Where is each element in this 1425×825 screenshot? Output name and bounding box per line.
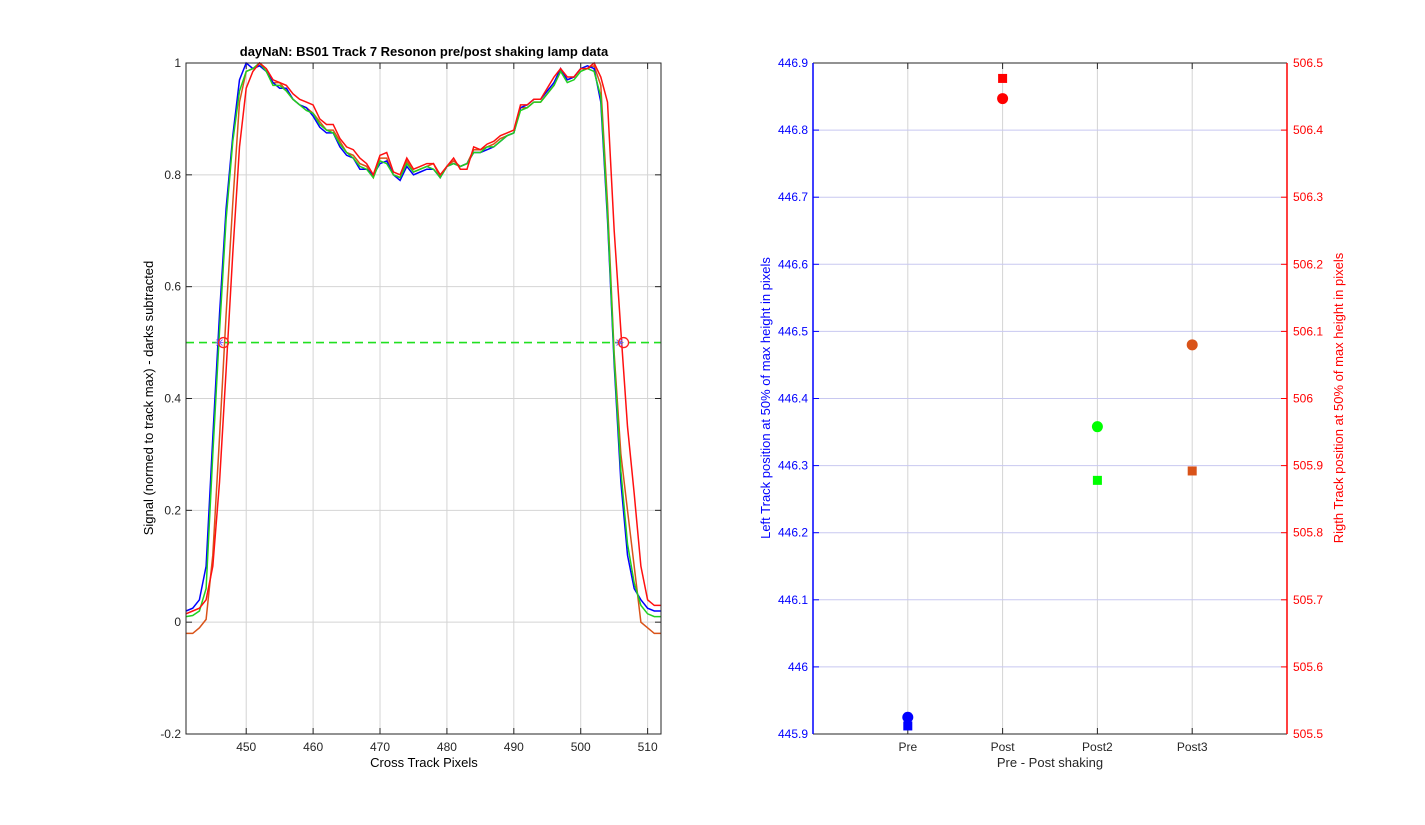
right-point-post2 <box>1092 475 1102 485</box>
points-group <box>902 73 1198 731</box>
x-tick-label: 500 <box>571 740 591 754</box>
tick-labels: Pre Post Post2 Post3 445.9 446 446.1 446.2 446.3… <box>778 56 1323 754</box>
left-y-tick-label: 446.4 <box>778 392 808 406</box>
right-y-tick-label: 506.2 <box>1293 257 1323 271</box>
x-axis-label: Cross Track Pixels <box>370 755 478 770</box>
x-axis-label: Pre - Post shaking <box>997 755 1103 770</box>
right-y-tick-label: 506.3 <box>1293 190 1323 204</box>
chart-title: dayNaN: BS01 Track 7 Resonon pre/post sh… <box>240 44 609 59</box>
left-y-tick-label: 446.9 <box>778 56 808 70</box>
x-tick-label: 470 <box>370 740 390 754</box>
left-y-tick-label: 446.1 <box>778 593 808 607</box>
right-y-tick-label: 505.8 <box>1293 526 1323 540</box>
x-tick-label: Post2 <box>1082 740 1113 754</box>
series-line-3 <box>185 61 661 615</box>
right-y-tick-label: 505.9 <box>1293 459 1323 473</box>
star-stroke <box>616 339 623 346</box>
series-group <box>185 61 661 635</box>
line-chart-panel: 450 460 470 480 490 500 510-0.200.20.40.60.81 … <box>141 44 662 770</box>
x-tick-label: Post3 <box>1177 740 1208 754</box>
right-y-tick-label: 505.6 <box>1293 660 1323 674</box>
y-tick-label: 0.4 <box>164 392 181 406</box>
left-y-tick-label: 446.6 <box>778 257 808 271</box>
x-tick-label: 480 <box>437 740 457 754</box>
plot-frame <box>185 62 662 735</box>
right-y-tick-label: 506.4 <box>1293 123 1323 137</box>
left-point-pre <box>902 711 914 723</box>
y-tick-label: 0.8 <box>164 168 181 182</box>
y-tick-label: -0.2 <box>160 727 181 741</box>
tick-labels: 450 460 470 480 490 500 510 -0.2 0 0.2 0.4 0.6 0.8 1 <box>160 56 658 754</box>
y-tick-label: 1 <box>174 56 181 70</box>
right-point-post <box>998 73 1008 83</box>
y-tick-label: 0.6 <box>164 280 181 294</box>
right-y-tick-label: 505.7 <box>1293 593 1323 607</box>
left-y-tick-label: 446.2 <box>778 526 808 540</box>
left-y-tick-label: 446.8 <box>778 123 808 137</box>
left-y-tick-label: 446.3 <box>778 459 808 473</box>
x-tick-label: 460 <box>303 740 323 754</box>
left-y-tick-label: 445.9 <box>778 727 808 741</box>
left-point-post <box>997 93 1009 105</box>
right-y-axis-label: Rigth Track position at 50% of max heigh… <box>1331 252 1346 543</box>
right-y-tick-label: 506 <box>1293 392 1313 406</box>
y-tick-label: 0 <box>174 615 181 629</box>
x-tick-label: Post <box>991 740 1016 754</box>
x-tick-label: 490 <box>504 740 524 754</box>
right-point-pre <box>903 721 913 731</box>
right-y-tick-label: 505.5 <box>1293 727 1323 741</box>
star-stroke <box>216 339 223 346</box>
crossing-marker-circle <box>217 336 230 349</box>
scatter-chart-panel: Pre Post Post2 Post3 445.9 446 446.1 446.2 446.3… <box>758 56 1346 770</box>
x-tick-label: 510 <box>638 740 658 754</box>
right-y-tick-label: 506.5 <box>1293 56 1323 70</box>
x-tick-label: 450 <box>236 740 256 754</box>
left-y-axis-label: Left Track position at 50% of max height… <box>758 257 773 539</box>
crossing-marker-circle <box>617 336 630 349</box>
right-point-post3 <box>1187 466 1197 476</box>
right-y-tick-label: 506.1 <box>1293 324 1323 338</box>
x-tick-label: Pre <box>898 740 917 754</box>
left-point-post2 <box>1091 421 1103 433</box>
left-point-post3 <box>1186 339 1198 351</box>
left-y-tick-label: 446.5 <box>778 324 808 338</box>
y-tick-label: 0.2 <box>164 503 181 517</box>
left-y-tick-label: 446.7 <box>778 190 808 204</box>
y-axis-label: Signal (normed to track max) - darks sub… <box>141 261 156 536</box>
left-y-tick-label: 446 <box>788 660 808 674</box>
series-line-2 <box>185 61 661 618</box>
